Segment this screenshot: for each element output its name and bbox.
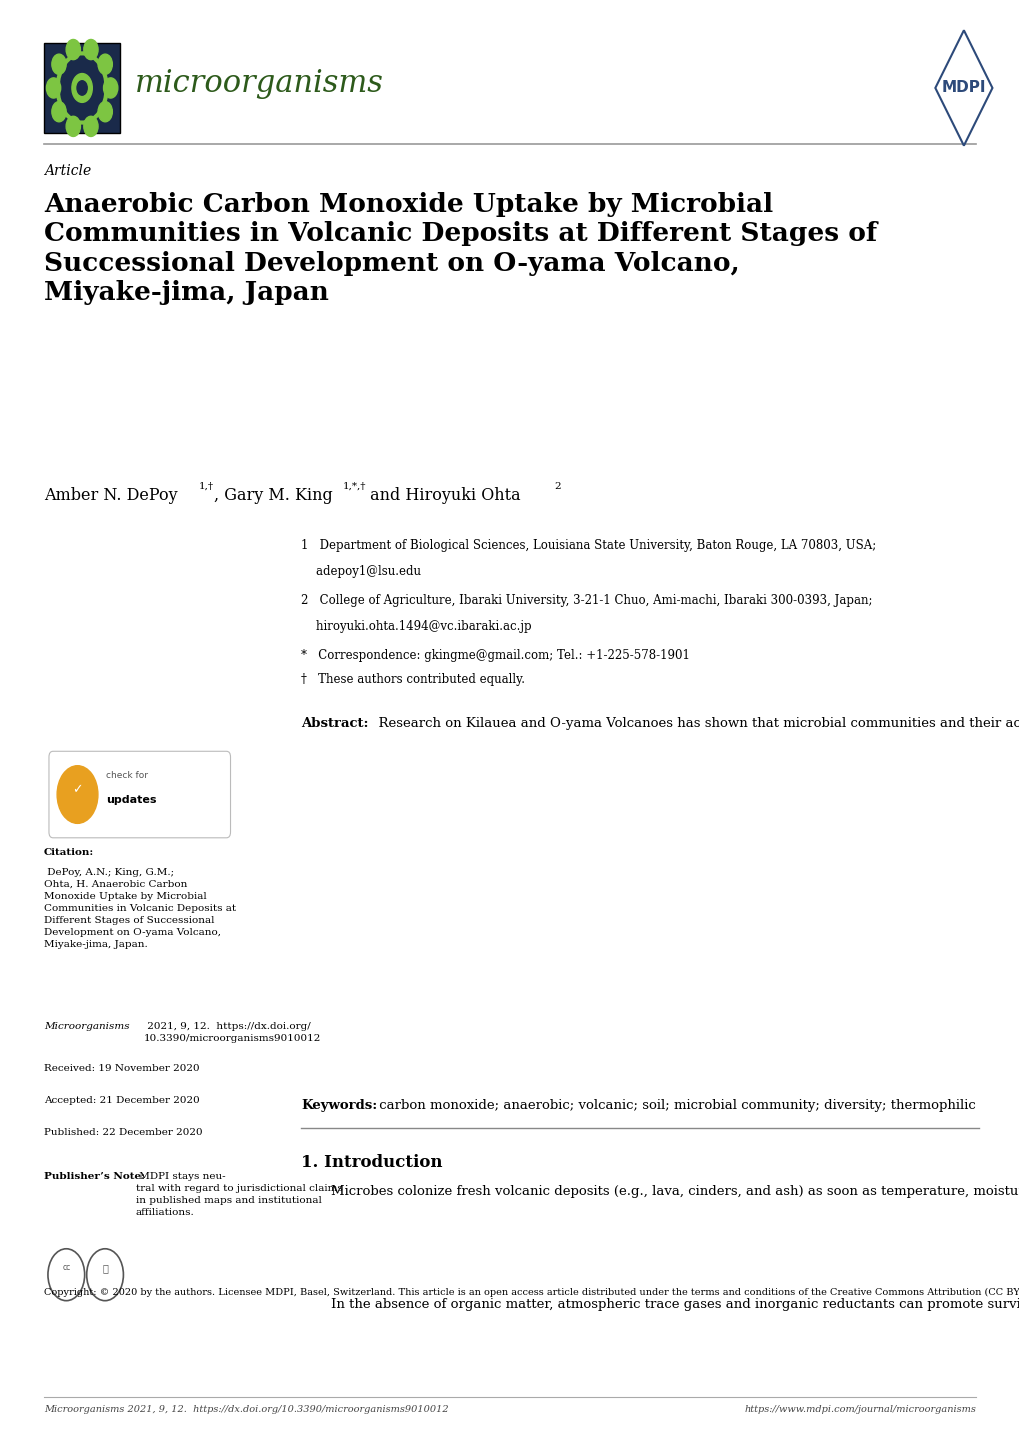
Text: Keywords:: Keywords: (301, 1099, 377, 1112)
Text: Anaerobic Carbon Monoxide Uptake by Microbial
Communities in Volcanic Deposits a: Anaerobic Carbon Monoxide Uptake by Micr… (44, 192, 876, 306)
Circle shape (98, 101, 112, 121)
Text: carbon monoxide; anaerobic; volcanic; soil; microbial community; diversity; ther: carbon monoxide; anaerobic; volcanic; so… (375, 1099, 975, 1112)
Text: Microorganisms: Microorganisms (44, 1022, 129, 1031)
Text: hiroyuki.ohta.1494@vc.ibaraki.ac.jp: hiroyuki.ohta.1494@vc.ibaraki.ac.jp (301, 620, 531, 633)
Text: Accepted: 21 December 2020: Accepted: 21 December 2020 (44, 1096, 200, 1105)
FancyBboxPatch shape (44, 43, 120, 133)
Text: *   Correspondence: gkingme@gmail.com; Tel.: +1-225-578-1901: * Correspondence: gkingme@gmail.com; Tel… (301, 649, 689, 662)
Text: , Gary M. King: , Gary M. King (214, 487, 337, 505)
Text: cc: cc (62, 1263, 70, 1272)
Circle shape (46, 78, 61, 98)
Circle shape (66, 39, 81, 59)
Text: 1,†: 1,† (199, 482, 214, 490)
Text: Received: 19 November 2020: Received: 19 November 2020 (44, 1064, 200, 1073)
Text: Ⓞ: Ⓞ (102, 1263, 108, 1273)
Text: Citation:: Citation: (44, 848, 94, 857)
Text: In the absence of organic matter, atmospheric trace gases and inorganic reductan: In the absence of organic matter, atmosp… (331, 1298, 1019, 1311)
Text: 2: 2 (553, 482, 559, 490)
Text: DePoy, A.N.; King, G.M.;
Ohta, H. Anaerobic Carbon
Monoxide Uptake by Microbial
: DePoy, A.N.; King, G.M.; Ohta, H. Anaero… (44, 868, 235, 949)
Circle shape (52, 101, 66, 121)
Text: 1   Department of Biological Sciences, Louisiana State University, Baton Rouge, : 1 Department of Biological Sciences, Lou… (301, 539, 875, 552)
Text: microorganisms: microorganisms (135, 68, 383, 99)
Text: updates: updates (106, 795, 157, 805)
Text: 1,*,†: 1,*,† (342, 482, 366, 490)
Text: https://www.mdpi.com/journal/microorganisms: https://www.mdpi.com/journal/microorgani… (744, 1405, 975, 1413)
Circle shape (66, 117, 81, 137)
Circle shape (98, 55, 112, 75)
Text: Copyright: © 2020 by the authors. Licensee MDPI, Basel, Switzerland. This articl: Copyright: © 2020 by the authors. Licens… (44, 1288, 1019, 1296)
Circle shape (71, 74, 93, 102)
Text: †   These authors contributed equally.: † These authors contributed equally. (301, 673, 525, 686)
Text: Abstract:: Abstract: (301, 717, 368, 730)
Text: Published: 22 December 2020: Published: 22 December 2020 (44, 1128, 203, 1136)
Polygon shape (934, 30, 991, 146)
Text: 2   College of Agriculture, Ibaraki University, 3-21-1 Chuo, Ami-machi, Ibaraki : 2 College of Agriculture, Ibaraki Univer… (301, 594, 871, 607)
Text: check for: check for (106, 771, 148, 780)
Text: adepoy1@lsu.edu: adepoy1@lsu.edu (301, 565, 421, 578)
Circle shape (57, 766, 98, 823)
Text: Microorganisms 2021, 9, 12.  https://dx.doi.org/10.3390/microorganisms9010012: Microorganisms 2021, 9, 12. https://dx.d… (44, 1405, 448, 1413)
Text: MDPI: MDPI (941, 81, 985, 95)
Circle shape (77, 81, 87, 95)
Text: 1. Introduction: 1. Introduction (301, 1154, 442, 1171)
FancyBboxPatch shape (49, 751, 230, 838)
Text: 2021, 9, 12.  https://dx.doi.org/
10.3390/microorganisms9010012: 2021, 9, 12. https://dx.doi.org/ 10.3390… (144, 1022, 321, 1044)
Circle shape (84, 117, 98, 137)
Circle shape (52, 55, 66, 75)
Text: Microbes colonize fresh volcanic deposits (e.g., lava, cinders, and ash) as soon: Microbes colonize fresh volcanic deposit… (331, 1185, 1019, 1198)
Text: Publisher’s Note:: Publisher’s Note: (44, 1172, 145, 1181)
Text: ✓: ✓ (72, 783, 83, 796)
Text: Research on Kilauea and O-yama Volcanoes has shown that microbial communities an: Research on Kilauea and O-yama Volcanoes… (370, 717, 1019, 730)
Circle shape (104, 78, 117, 98)
Text: MDPI stays neu-
tral with regard to jurisdictional claims
in published maps and : MDPI stays neu- tral with regard to juri… (136, 1172, 342, 1217)
Text: and Hiroyuki Ohta: and Hiroyuki Ohta (365, 487, 526, 505)
Circle shape (84, 39, 98, 59)
Text: Article: Article (44, 164, 91, 179)
Text: Amber N. DePoy: Amber N. DePoy (44, 487, 182, 505)
